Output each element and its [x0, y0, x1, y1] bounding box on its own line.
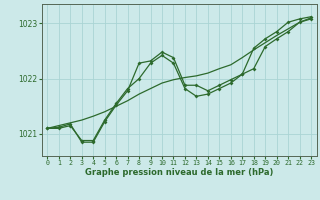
- X-axis label: Graphe pression niveau de la mer (hPa): Graphe pression niveau de la mer (hPa): [85, 168, 273, 177]
